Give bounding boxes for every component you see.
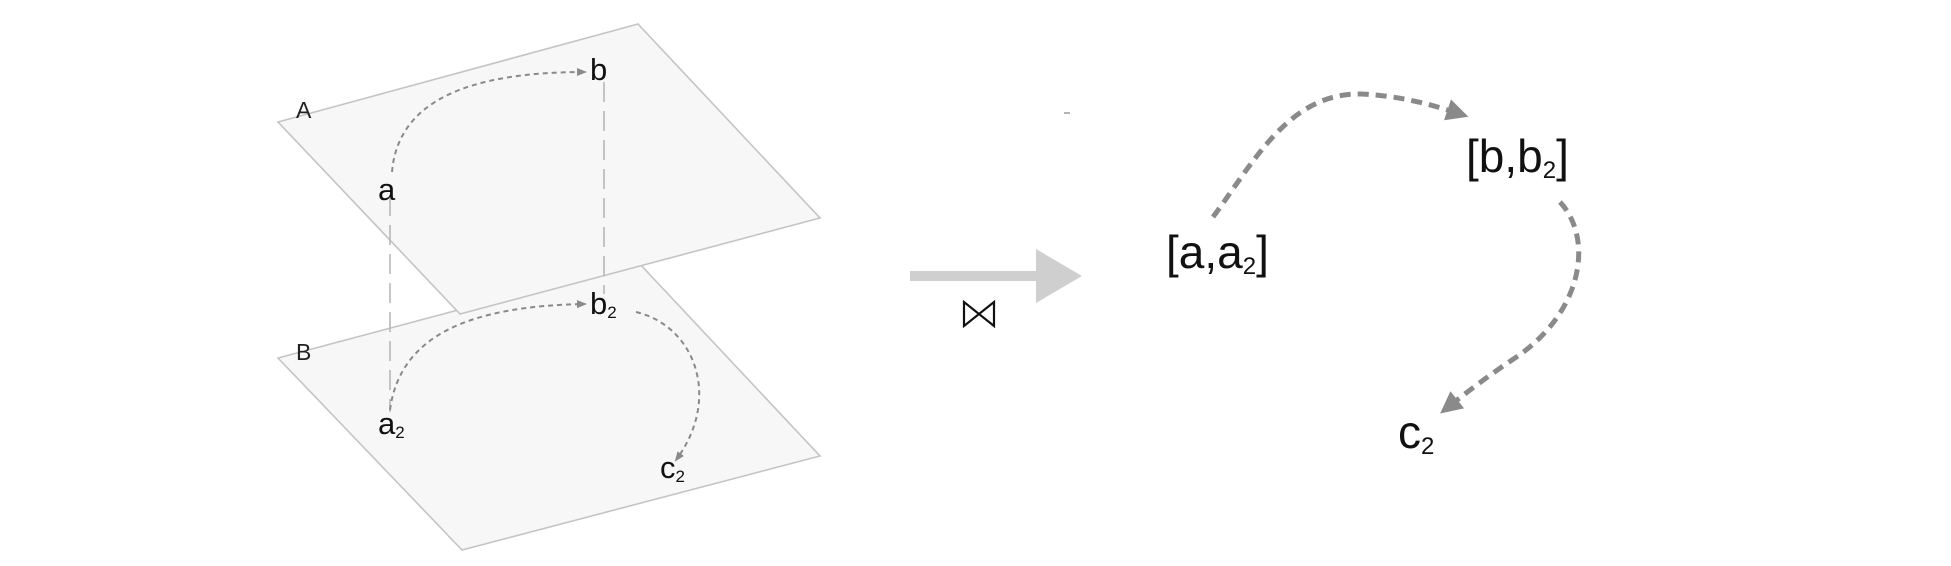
plane-b-label: B xyxy=(296,339,311,365)
node-a-a2: [a,a2] xyxy=(1166,226,1269,280)
edge-a2-to-b2 xyxy=(389,300,587,411)
left-diagram: B A a b a2 b2 c2 xyxy=(276,23,822,551)
edge-a-to-b xyxy=(391,68,587,173)
node-b2: b2 xyxy=(590,286,617,322)
node-a2: a2 xyxy=(378,406,405,442)
node-b: b xyxy=(590,52,607,87)
edge-bb2-to-c2 xyxy=(1440,200,1582,414)
bowtie-join-icon xyxy=(962,299,996,329)
node-c2-result: c2 xyxy=(1398,406,1434,460)
join-operator xyxy=(910,249,1082,329)
node-a: a xyxy=(378,172,396,207)
plane-a-label: A xyxy=(296,97,312,123)
node-c2: c2 xyxy=(660,450,685,486)
right-diagram: [a,a2] [b,b2] c2 xyxy=(1166,91,1582,460)
edge-aa2-to-bb2 xyxy=(1210,91,1469,219)
plane-a: A xyxy=(276,23,822,315)
node-b-b2: [b,b2] xyxy=(1466,130,1569,184)
right-arrow-icon xyxy=(910,249,1082,303)
plane-a-surface xyxy=(276,23,822,315)
edge-b2-to-c2 xyxy=(635,311,701,462)
